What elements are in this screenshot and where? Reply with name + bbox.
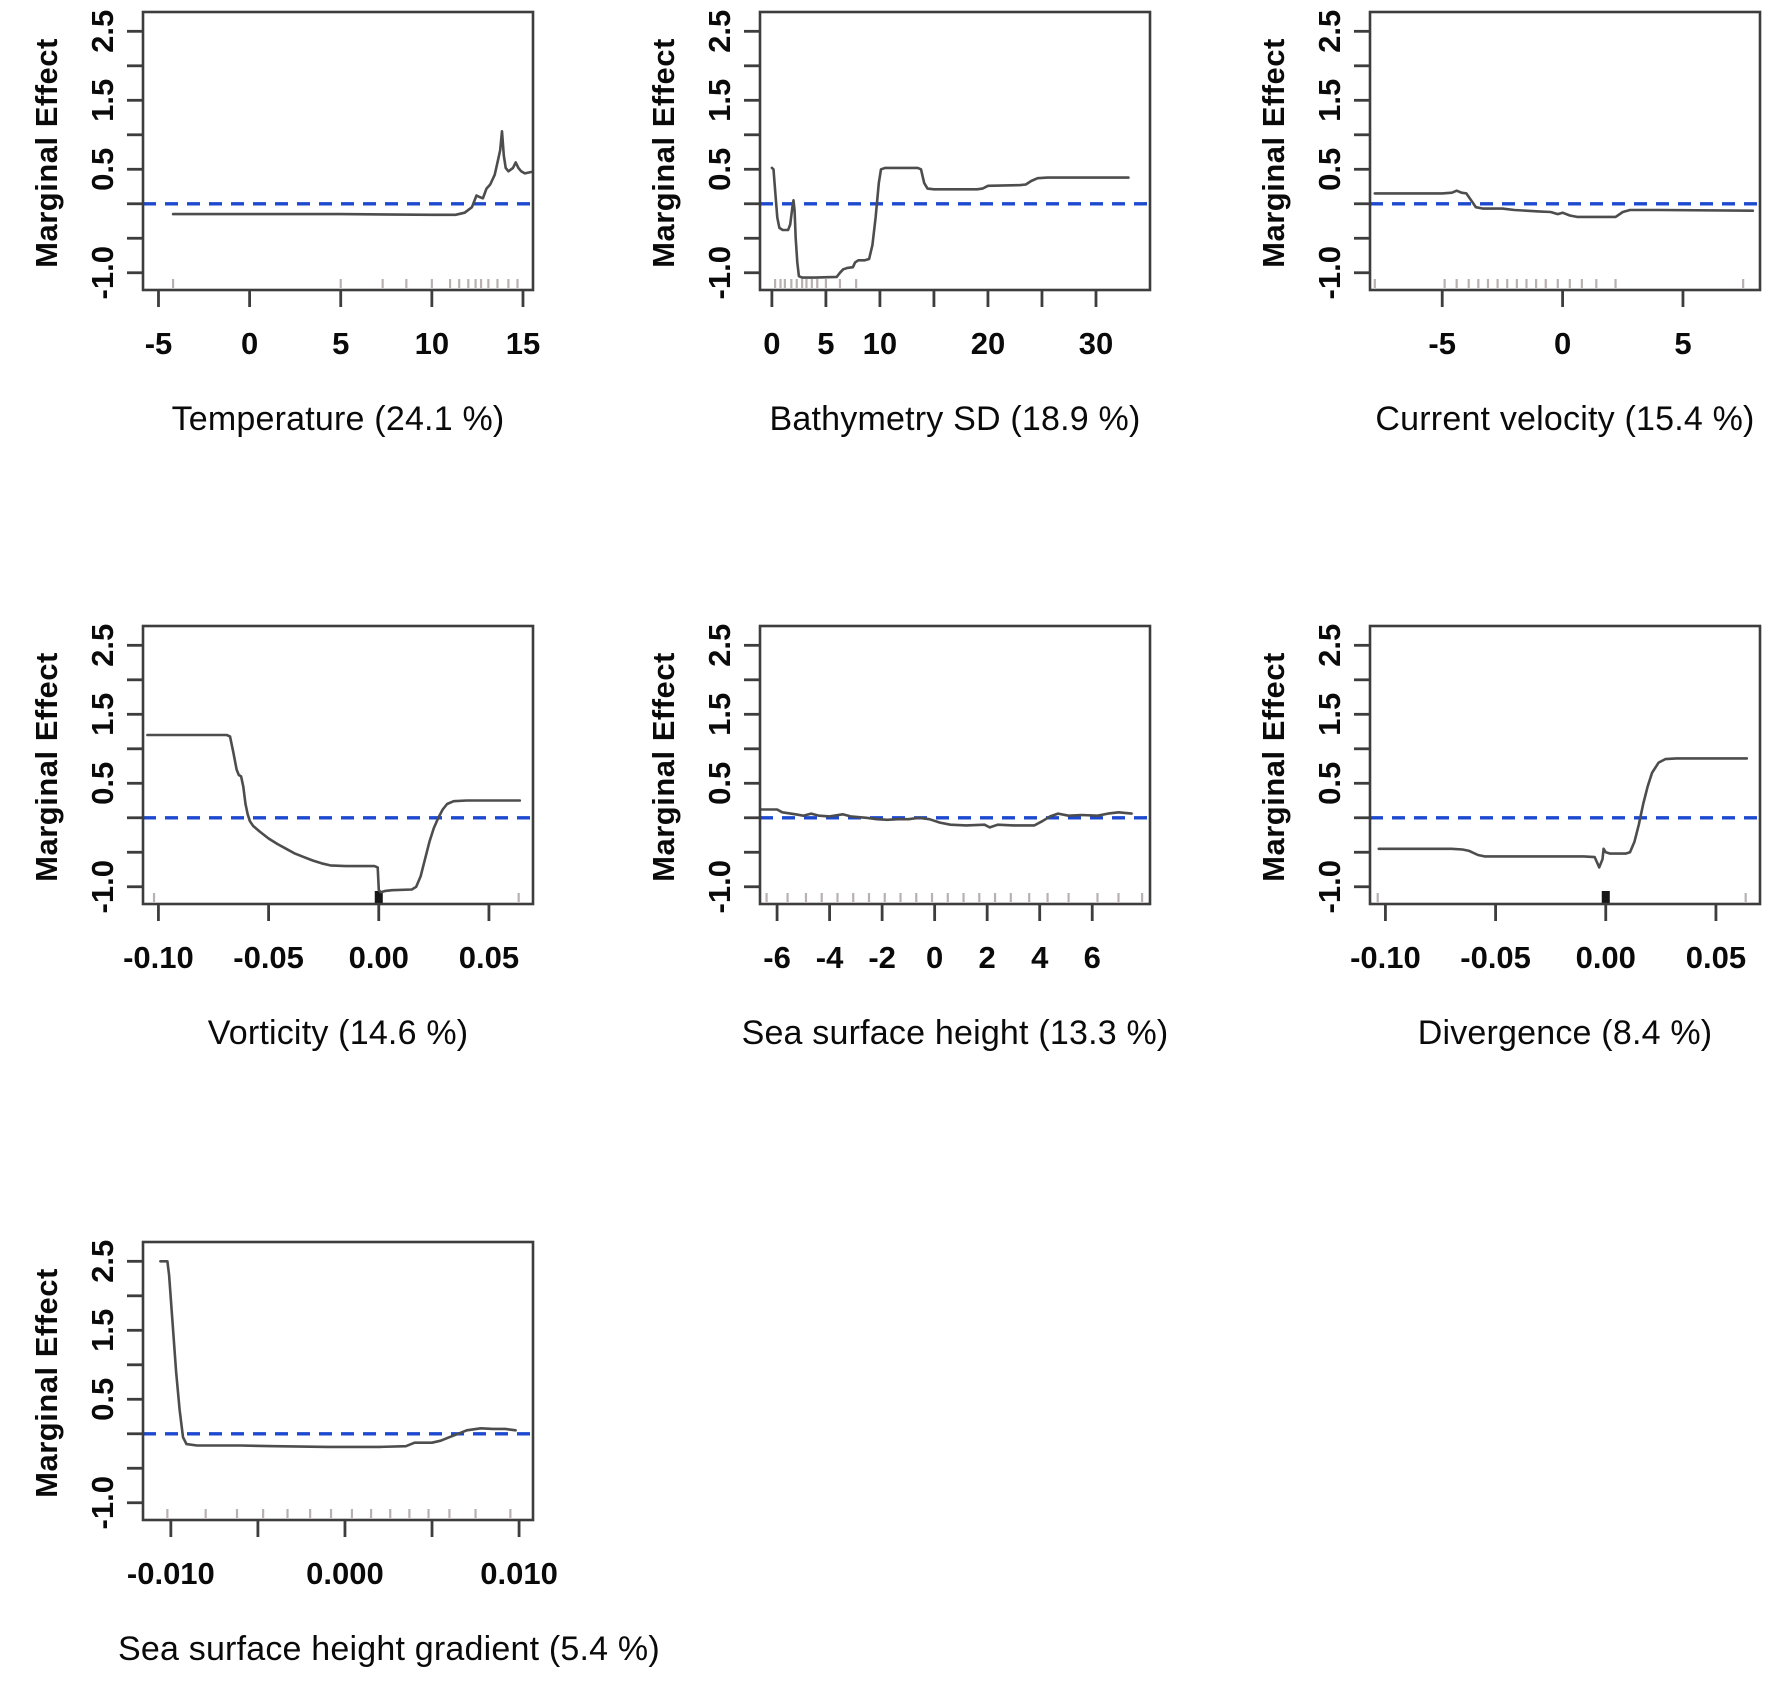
plot-title: Vorticity (14.6 %) (207, 1014, 469, 1052)
y-tick-label: -1.0 (85, 1476, 120, 1529)
y-tick-label: -1.0 (85, 860, 120, 913)
x-tick-label: 30 (1079, 326, 1113, 361)
y-tick-label: 2.5 (85, 10, 120, 53)
y-tick-label: 1.5 (85, 1309, 120, 1352)
plot-current-velocity: Marginal Effect -1.0 0.5 1.5 2.5 -5 0 5 Curren… (1235, 4, 1772, 456)
effect-curve (770, 166, 1130, 279)
x-tick-label: -4 (816, 940, 844, 975)
y-tick-label: 1.5 (1312, 79, 1347, 122)
x-tick-label: 0 (241, 326, 258, 361)
x-tick-label: 0.00 (349, 940, 409, 975)
y-tick-label: -1.0 (702, 246, 737, 299)
plot-title: Divergence (8.4 %) (1417, 1014, 1713, 1052)
x-tick-label: -0.10 (123, 940, 194, 975)
y-tick-label: 0.5 (702, 762, 737, 805)
effect-curve (1377, 757, 1749, 869)
plot-bathymetry-sd: Marginal Effect -1.0 0.5 1.5 2.5 0 5 10 20 30 Ba… (625, 4, 1162, 456)
y-tick-label: -1.0 (1312, 860, 1347, 913)
x-tick-label: 5 (332, 326, 349, 361)
y-tick-label: -1.0 (702, 860, 737, 913)
x-tick-label: 10 (863, 326, 897, 361)
plot-canvas: -1.0 0.5 1.5 2.5 -5 0 5 10 15 (85, 10, 540, 361)
y-tick-label: 2.5 (702, 624, 737, 667)
x-tick-label: -2 (868, 940, 896, 975)
plot-canvas: -1.0 0.5 1.5 2.5 0 5 10 20 30 (702, 10, 1152, 361)
x-tick-label: 0.000 (306, 1556, 384, 1591)
x-tick-label: 6 (1084, 940, 1101, 975)
y-tick-label: 2.5 (1312, 624, 1347, 667)
plot-box (141, 10, 535, 292)
plot-canvas: -1.0 0.5 1.5 2.5 -6 -4 -2 0 2 4 6 (702, 624, 1152, 975)
plot-box (758, 10, 1152, 292)
x-tick-label: 4 (1031, 940, 1049, 975)
effect-curve (146, 733, 522, 894)
plot-box (141, 624, 535, 906)
y-tick-label: 1.5 (702, 79, 737, 122)
x-tick-label: 0.05 (1686, 940, 1746, 975)
effect-curve (760, 808, 1133, 829)
effect-curve (1373, 189, 1755, 219)
plot-divergence: Marginal Effect -1.0 0.5 1.5 2.5 -0.10 -0.05 0… (1235, 618, 1772, 1070)
plot-canvas: -1.0 0.5 1.5 2.5 -5 0 5 (1312, 10, 1762, 361)
x-tick-label: 15 (506, 326, 540, 361)
plot-title: Current velocity (15.4 %) (1375, 400, 1755, 438)
x-tick-label: 10 (415, 326, 449, 361)
plot-box (1368, 10, 1762, 292)
plot-box (1368, 624, 1762, 906)
x-tick-label: 0 (1554, 326, 1571, 361)
x-tick-label: -5 (145, 326, 173, 361)
plot-title: Bathymetry SD (18.9 %) (769, 400, 1141, 438)
plot-sea-surface-height: Marginal Effect -1.0 0.5 1.5 2.5 -6 -4 -2 0 2 4 6 … (625, 618, 1168, 1070)
plot-canvas: -1.0 0.5 1.5 2.5 -0.10 -0.05 0.00 0.05 (85, 624, 535, 975)
plot-ssh-gradient: Marginal Effect -1.0 0.5 1.5 2.5 -0.010 0.000… (8, 1234, 660, 1686)
x-tick-label: -6 (763, 940, 791, 975)
plot-vorticity: Marginal Effect -1.0 0.5 1.5 2.5 -0.10 -0.05 0… (8, 618, 545, 1070)
y-tick-label: 0.5 (1312, 148, 1347, 191)
y-tick-label: -1.0 (85, 246, 120, 299)
y-tick-label: -1.0 (1312, 246, 1347, 299)
x-tick-label: -0.010 (127, 1556, 215, 1591)
effect-curve (171, 130, 533, 217)
plot-temperature: Marginal Effect -1.0 0.5 1.5 2.5 -5 0 5 10 15 Te… (8, 4, 545, 456)
plot-box (141, 1240, 535, 1522)
x-tick-label: 0 (926, 940, 943, 975)
y-tick-label: 0.5 (85, 148, 120, 191)
plot-title: Sea surface height gradient (5.4 %) (118, 1630, 660, 1668)
plot-canvas: -1.0 0.5 1.5 2.5 -0.010 0.000 0.010 (85, 1240, 558, 1591)
x-tick-label: 0 (763, 326, 780, 361)
y-tick-label: 0.5 (1312, 762, 1347, 805)
x-tick-label: 2 (979, 940, 996, 975)
plot-title: Sea surface height (13.3 %) (741, 1014, 1169, 1052)
x-tick-label: -0.10 (1350, 940, 1421, 975)
x-tick-label: 0.010 (480, 1556, 558, 1591)
y-tick-label: 0.5 (702, 148, 737, 191)
y-tick-label: 2.5 (1312, 10, 1347, 53)
y-tick-label: 1.5 (85, 79, 120, 122)
plot-box (758, 624, 1152, 906)
x-tick-label: 5 (817, 326, 834, 361)
y-tick-label: 1.5 (1312, 693, 1347, 736)
x-tick-label: -0.05 (1460, 940, 1531, 975)
plot-canvas: -1.0 0.5 1.5 2.5 -0.10 -0.05 0.00 0.05 (1312, 624, 1762, 975)
x-tick-label: -0.05 (233, 940, 304, 975)
effect-curve (159, 1259, 517, 1449)
x-tick-label: 0.05 (459, 940, 519, 975)
x-tick-label: -5 (1428, 326, 1456, 361)
y-tick-label: 1.5 (85, 693, 120, 736)
plot-title: Temperature (24.1 %) (171, 400, 505, 438)
y-tick-label: 0.5 (85, 762, 120, 805)
y-tick-label: 0.5 (85, 1378, 120, 1421)
y-tick-label: 2.5 (702, 10, 737, 53)
y-tick-label: 2.5 (85, 1240, 120, 1283)
x-tick-label: 5 (1674, 326, 1691, 361)
y-tick-label: 2.5 (85, 624, 120, 667)
x-tick-label: 0.00 (1576, 940, 1636, 975)
x-tick-label: 20 (971, 326, 1005, 361)
y-tick-label: 1.5 (702, 693, 737, 736)
